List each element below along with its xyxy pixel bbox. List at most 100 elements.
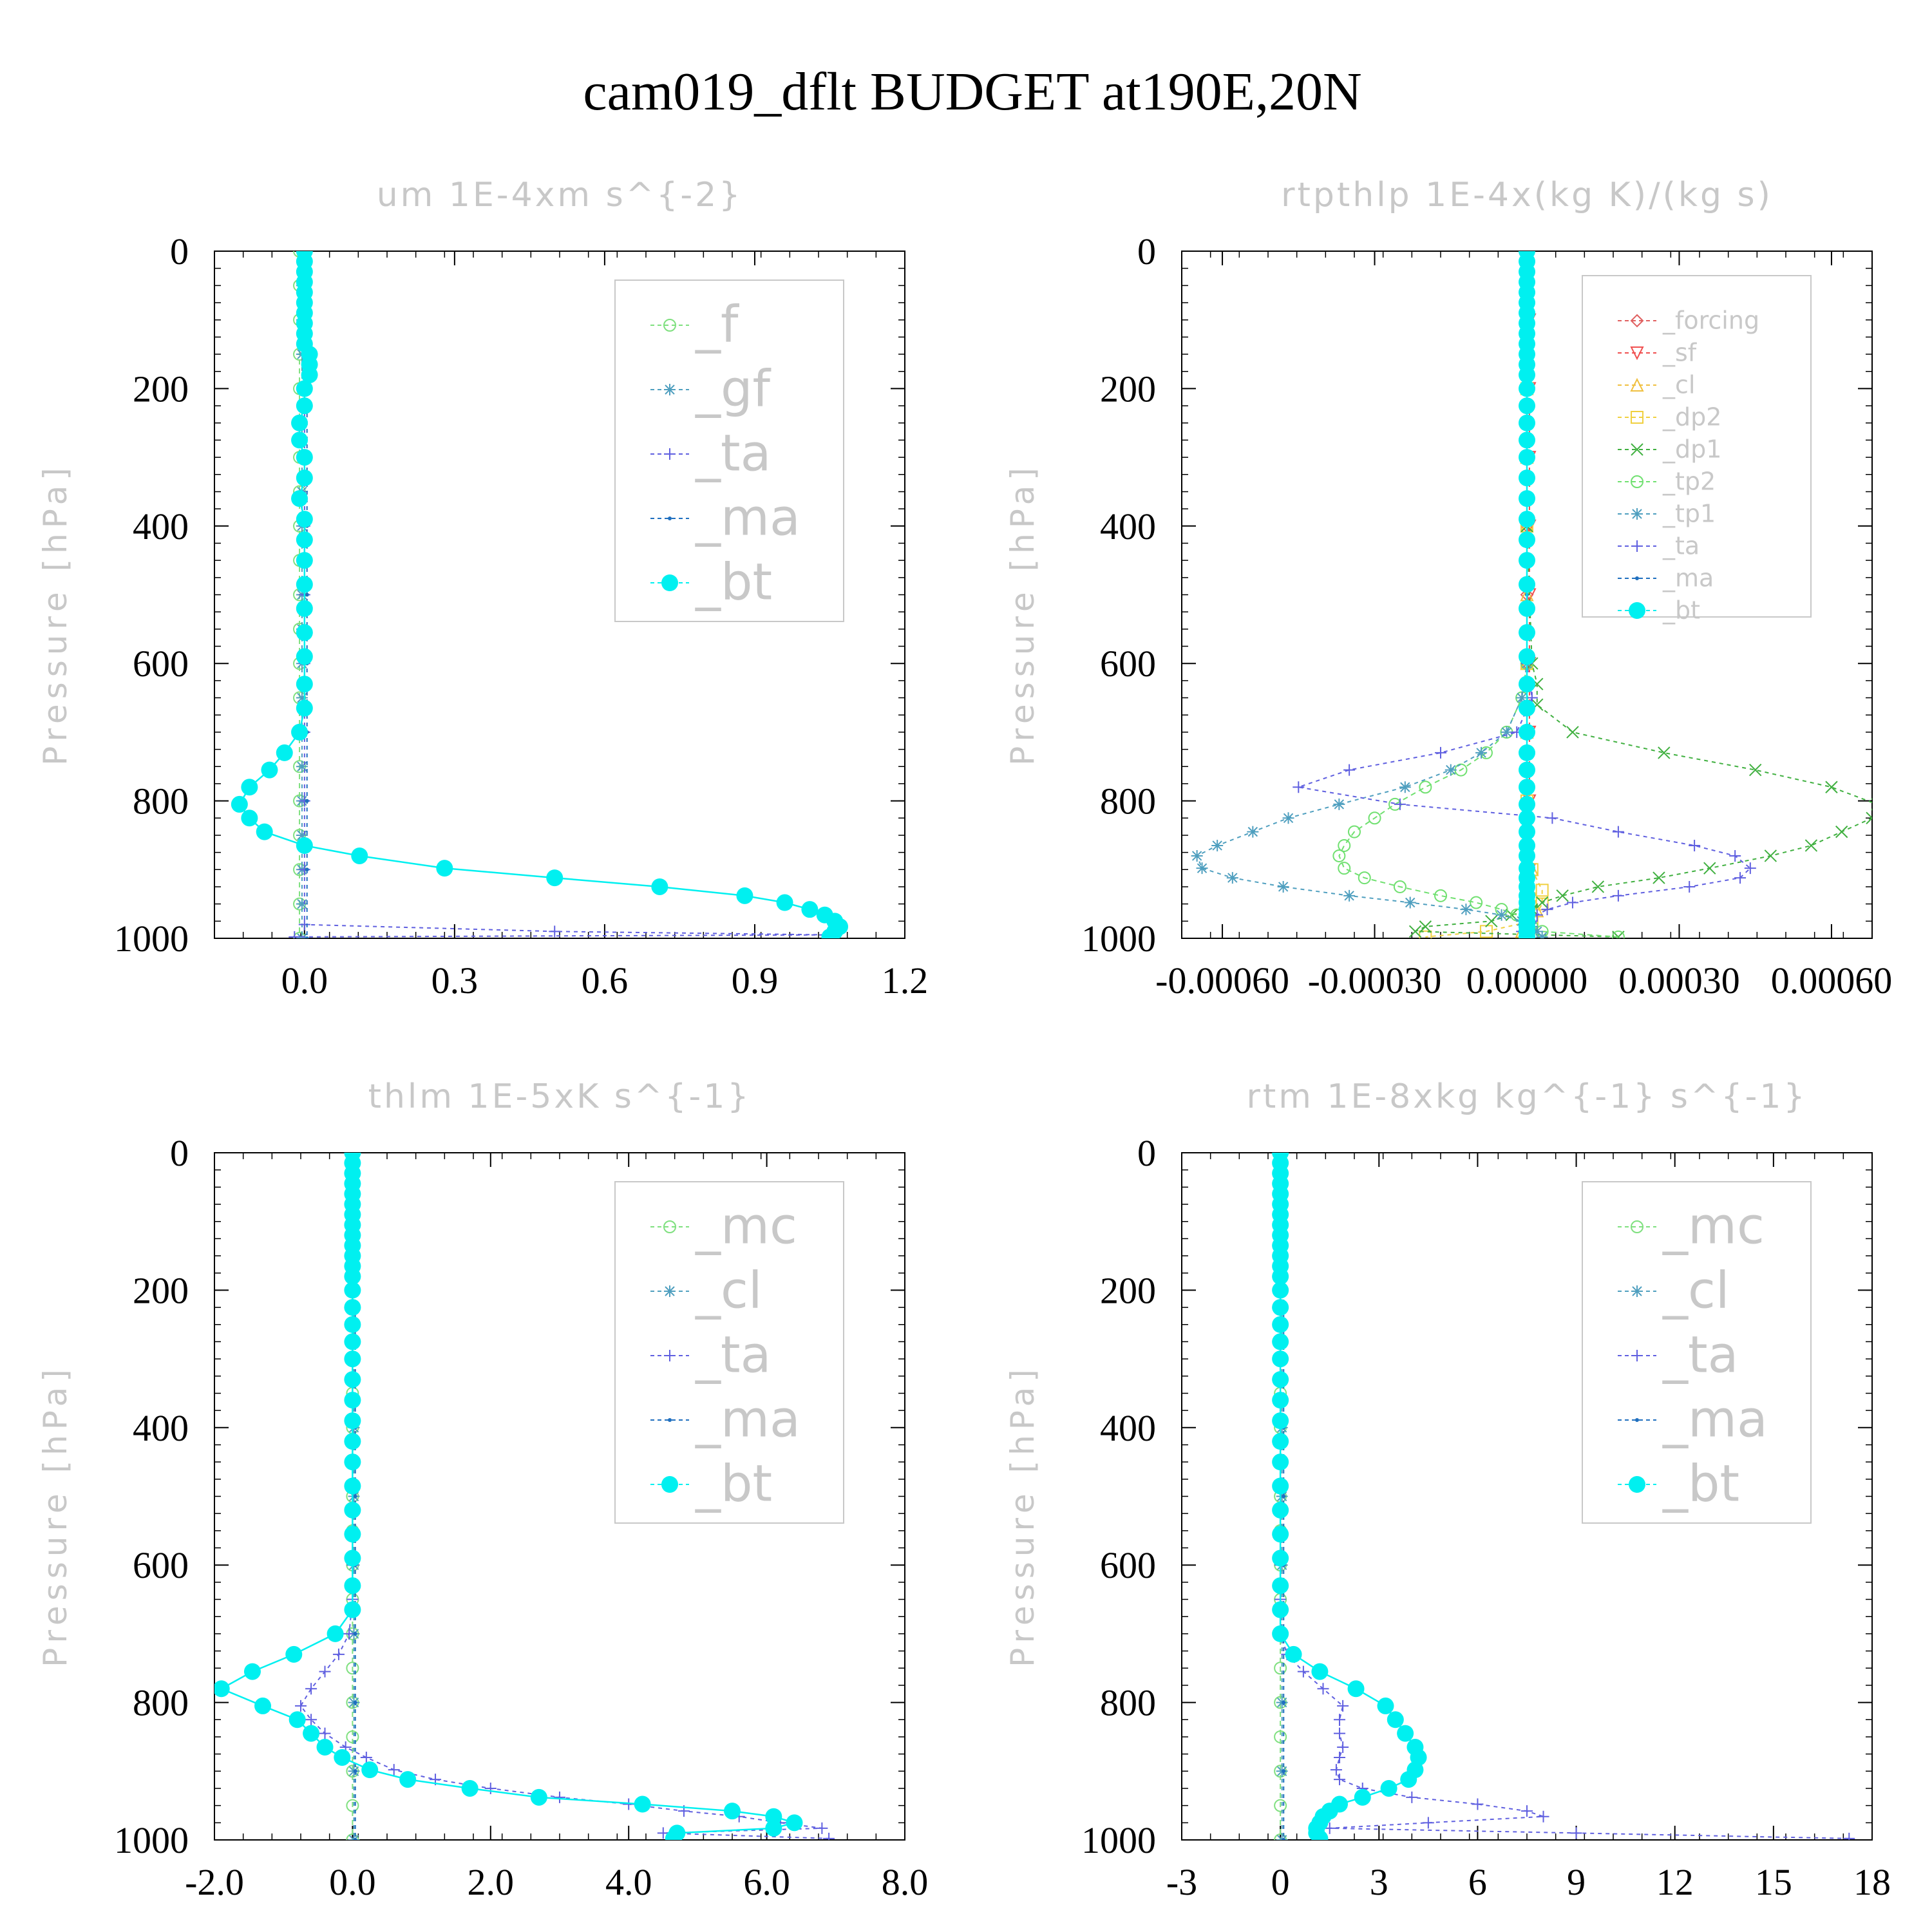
x-tick-label: 8.0 [882,1861,929,1903]
data-point-mc [346,1730,359,1743]
data-point-bt [296,449,313,466]
data-point-bt [296,511,313,528]
data-point-bt [765,1819,782,1837]
data-point-dp1 [1866,811,1872,824]
data-point-bt [436,860,453,877]
data-point-bt [296,552,313,569]
x-tick-label: 0.0 [329,1861,376,1903]
chart-panel-2: rtpthlp 1E-4x(kg K)/(kg s) Pressure [hPa]… [1004,176,1892,1001]
legend-marker [663,1220,676,1233]
data-point-bt [285,1645,303,1663]
legend-marker [1631,443,1643,456]
data-point-ta [1541,904,1553,916]
panel-title: um 1E-4xm s^{-2} [377,176,743,214]
data-point-bt [1311,1830,1329,1840]
data-point-bt [296,837,313,854]
data-point-dp1 [1419,920,1432,933]
legend-label: _ta [1662,1327,1738,1385]
legend-marker [1631,1285,1643,1297]
figure-title: cam019_dflt BUDGET at190E,20N [583,62,1361,122]
data-point-ta [1435,746,1446,759]
y-tick-label: 0 [170,231,189,272]
series-line-ta [299,1153,829,1839]
y-tick-label: 800 [133,781,189,822]
data-point-bt [1519,431,1535,449]
data-point-tp1 [1516,692,1528,704]
data-point-bt [296,699,313,717]
data-point-tp2 [1332,849,1346,862]
data-point-bt [1519,531,1535,549]
data-point-bt [1380,1779,1397,1797]
data-point-bt [665,1830,682,1840]
data-point-bt [1272,1412,1289,1430]
data-point-tp1 [1191,849,1203,862]
legend-marker [1631,540,1643,552]
data-point-tp1 [1343,889,1356,902]
data-point-bt [1397,1725,1414,1742]
y-tick-label: 800 [1100,781,1156,822]
data-point-dp1 [1556,889,1569,902]
data-point-bt [1519,823,1535,840]
data-point-bt [296,469,313,487]
data-point-bt [1272,1433,1289,1450]
legend-marker [664,384,676,395]
x-tick-label: -2.0 [185,1861,244,1903]
data-point-ta [360,1751,372,1763]
data-point-ta [1293,781,1305,793]
legend-label: _bt [695,554,772,612]
data-point-bt [344,1350,361,1368]
data-point-tp1 [1444,764,1457,776]
data-point-bt [296,531,313,549]
legend-box [614,1181,844,1524]
legend-label: _cl [1662,371,1695,399]
data-point-bt [399,1771,417,1788]
data-point-bt [344,1333,361,1350]
data-point-bt [1272,1625,1289,1642]
data-point-ta [319,1665,331,1678]
data-point-mc [346,1833,359,1840]
data-point-tp1 [1277,880,1289,893]
legend-label: _bt [1662,1455,1739,1513]
legend-marker [1631,508,1643,520]
data-point-ta [289,931,301,938]
panel-title: thlm 1E-5xK s^{-1} [368,1077,752,1116]
data-point-tp2 [1434,889,1447,902]
data-point-bt [254,1697,272,1714]
data-point-tp1 [1460,904,1472,916]
data-point-mc [1274,1799,1287,1812]
x-tick-label: 0.00030 [1618,960,1740,1001]
data-point-ta [1612,826,1624,838]
data-point-bt [291,431,308,449]
legend-label: _bt [695,1455,772,1513]
data-point-bt [289,1711,306,1728]
data-point-ta [1744,862,1756,875]
data-point-bt [1519,795,1535,813]
data-point-bt [344,1577,361,1595]
y-tick-label: 600 [133,643,189,685]
data-point-ta [554,1791,565,1803]
data-point-bt [344,1454,361,1471]
y-tick-label: 800 [133,1682,189,1724]
data-point-ma [1282,1700,1286,1705]
data-point-ta [295,1700,307,1712]
data-point-bt [1272,1316,1289,1333]
data-point-ta [1570,1827,1582,1839]
data-point-ta [823,1832,835,1840]
data-point-tp2 [1358,871,1371,885]
data-point-bt [461,1779,478,1797]
data-point-bt [334,1748,351,1766]
data-point-bt [1519,449,1535,466]
data-point-bt [296,380,313,397]
legend-marker [1629,602,1645,619]
data-point-bt [765,1808,782,1825]
data-point-ma [305,867,309,872]
data-point-bt [1519,744,1535,761]
data-point-ta [1330,1764,1342,1776]
y-tick-label: 0 [1137,1132,1156,1174]
y-tick-label: 200 [1100,1269,1156,1311]
data-point-bt [776,894,793,911]
y-axis-label: Pressure [hPa] [37,462,74,766]
data-point-mc [346,1662,359,1675]
legend: _mc _cl _ta _ma _bt [1582,1181,1812,1524]
data-point-bt [651,878,668,895]
